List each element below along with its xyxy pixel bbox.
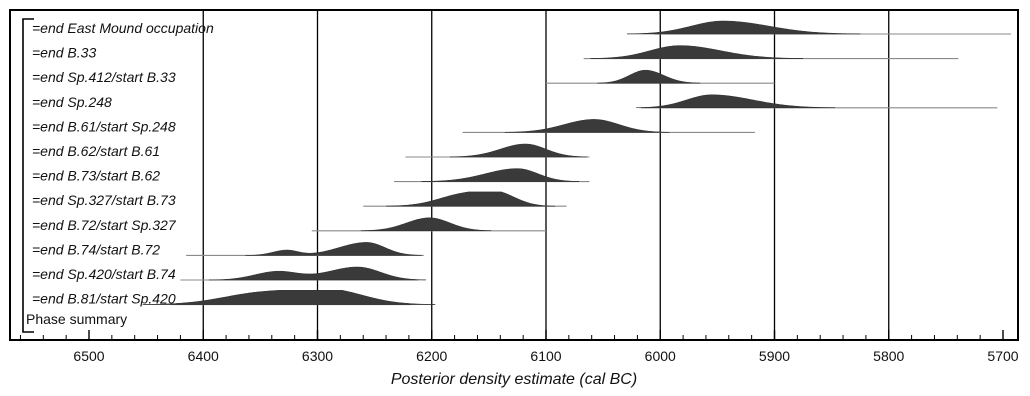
row-label: =end East Mound occupation	[32, 20, 214, 36]
tick-label: 5900	[759, 348, 790, 364]
distribution-row: =end B.73/start B.62	[32, 168, 589, 184]
density-curve	[505, 119, 670, 132]
distribution-row: =end Sp.248	[32, 94, 997, 110]
row-label: =end B.73/start B.62	[32, 168, 160, 184]
tick-label: 6300	[302, 348, 333, 364]
row-label: =end B.62/start B.61	[32, 143, 160, 159]
row-label: =end B.72/start Sp.327	[32, 217, 177, 233]
tick-label: 5800	[873, 348, 904, 364]
distribution-row: =end B.81/start Sp.420	[32, 290, 435, 306]
density-curve	[422, 169, 580, 182]
row-label: =end B.33	[32, 45, 96, 61]
row-label: =end B.74/start B.72	[32, 241, 160, 257]
x-axis-label: Posterior density estimate (cal BC)	[391, 371, 637, 388]
tick-label: 6200	[416, 348, 447, 364]
row-label: =end Sp.420/start B.74	[32, 266, 176, 282]
distribution-rows: =end East Mound occupation =end B.33 =end …	[32, 20, 1011, 307]
density-curve	[246, 242, 422, 255]
density-curve	[591, 46, 804, 59]
row-label: =end Sp.327/start B.73	[32, 192, 176, 208]
distribution-row: =end Sp.420/start B.74	[32, 266, 426, 282]
density-curve	[450, 144, 587, 157]
density-curve	[627, 21, 860, 34]
density-curve	[361, 218, 491, 231]
distribution-row: =end B.62/start B.61	[32, 143, 589, 159]
row-label: =end B.81/start Sp.420	[32, 291, 176, 307]
row-label: =end B.61/start Sp.248	[32, 118, 176, 134]
tick-label: 6100	[530, 348, 561, 364]
density-curve	[597, 70, 700, 83]
density-curve	[386, 192, 555, 206]
density-curve	[143, 290, 436, 304]
tick-label: 5700	[987, 348, 1018, 364]
distribution-row: =end B.72/start Sp.327	[32, 217, 546, 233]
distribution-row: =end B.74/start B.72	[32, 241, 424, 257]
distribution-row: =end Sp.412/start B.33	[32, 69, 775, 85]
tick-label: 6000	[645, 348, 676, 364]
tick-label: 6500	[73, 348, 104, 364]
distribution-row: =end Sp.327/start B.73	[32, 192, 567, 208]
density-curve	[636, 95, 835, 108]
row-label: =end Sp.412/start B.33	[32, 69, 176, 85]
row-label: =end Sp.248	[32, 94, 112, 110]
distribution-row: =end B.61/start Sp.248	[32, 118, 755, 134]
tick-label: 6400	[188, 348, 219, 364]
distribution-row: =end East Mound occupation	[32, 20, 1011, 36]
distribution-row: =end B.33	[32, 45, 958, 61]
x-axis: 6500 6400 6300 6200 6100 6000 5900 5800 5700	[20, 330, 1018, 364]
phase-summary-label: Phase summary	[26, 311, 127, 327]
